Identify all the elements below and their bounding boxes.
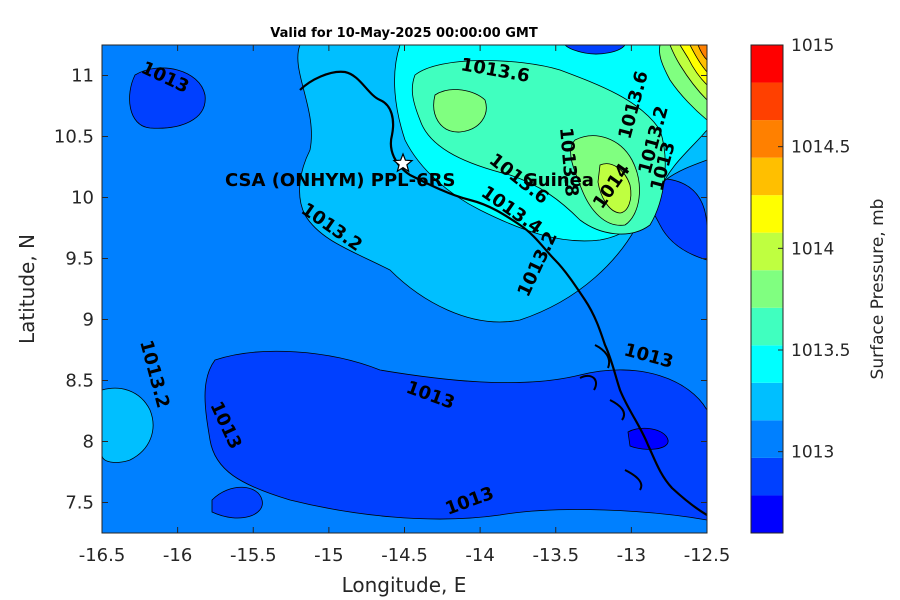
colorbar-swatch xyxy=(751,45,783,83)
y-tick-label: 8 xyxy=(83,432,94,453)
x-tick-label: -13.5 xyxy=(532,545,579,566)
map-title: Valid for 10-May-2025 00:00:00 GMT xyxy=(270,26,538,41)
x-tick-label: -14 xyxy=(465,545,494,566)
y-tick-label: 11 xyxy=(71,66,94,87)
colorbar-swatch xyxy=(751,307,783,346)
colorbar-ticks: 1013 1013.5 1014 1014.5 1015 xyxy=(778,36,850,463)
colorbar-frame xyxy=(750,44,784,534)
x-tick-label: -15.5 xyxy=(230,545,277,566)
x-tick-label: -12.5 xyxy=(684,545,731,566)
station-label: CSA (ONHYM) PPL-6RS xyxy=(225,170,455,191)
colorbar xyxy=(750,44,784,534)
colorbar-tick-label: 1015 xyxy=(791,36,834,56)
star-icon xyxy=(392,152,414,173)
y-axis-label: Latitude, N xyxy=(15,234,39,344)
station-marker xyxy=(392,152,414,173)
pressure-fill-top-cell xyxy=(564,45,626,55)
pressure-fill-1012-8-small xyxy=(211,486,263,519)
pressure-fill-1012-8 xyxy=(204,350,707,521)
y-tick-label: 9.5 xyxy=(65,249,94,270)
x-tick-label: -15 xyxy=(314,545,343,566)
x-tick-label: -14.5 xyxy=(381,545,428,566)
colorbar-tick-label: 1013.5 xyxy=(791,341,850,361)
y-axis-ticks: 7.5 8 8.5 9 9.5 10 10.5 11 xyxy=(54,66,707,514)
y-tick-label: 10.5 xyxy=(54,127,94,148)
colorbar-swatch xyxy=(751,420,783,458)
colorbar-label: Surface Pressure, mb xyxy=(868,199,888,380)
colorbar-swatch xyxy=(751,232,783,271)
country-label: Guinea xyxy=(523,170,594,191)
colorbar-swatch xyxy=(751,270,783,308)
x-tick-label: -16 xyxy=(163,545,192,566)
x-axis-label: Longitude, E xyxy=(342,573,467,597)
colorbar-swatch xyxy=(751,120,783,158)
pressure-fill-1014 xyxy=(597,163,632,214)
colorbar-swatch xyxy=(751,495,783,533)
colorbar-swatch xyxy=(751,382,783,421)
colorbar-swatch xyxy=(751,195,783,233)
pressure-fill-1012-8-northwest xyxy=(129,67,206,129)
y-tick-label: 8.5 xyxy=(65,371,94,392)
y-tick-label: 10 xyxy=(71,188,94,209)
coastline xyxy=(299,70,707,516)
colorbar-swatch xyxy=(751,82,783,121)
pressure-fill-1013-2-west xyxy=(102,387,154,463)
contour-field xyxy=(102,45,707,533)
colorbar-swatch xyxy=(751,345,783,383)
colorbar-tick-label: 1013 xyxy=(791,443,834,463)
colorbar-swatch xyxy=(751,457,783,496)
x-tick-label: -16.5 xyxy=(79,545,126,566)
colorbar-tick-label: 1014 xyxy=(791,239,834,259)
y-tick-label: 9 xyxy=(83,310,94,331)
pressure-fill-1012-7 xyxy=(627,427,669,450)
x-axis-ticks: -16.5 -16 -15.5 -15 -14.5 -14 -13.5 -13 -12.5 xyxy=(79,45,731,566)
coastline-islands xyxy=(579,344,643,491)
colorbar-swatch xyxy=(751,157,783,196)
pressure-fill-ne-5 xyxy=(697,45,707,61)
colorbar-tick-label: 1014.5 xyxy=(791,138,850,158)
pressure-fill-1013-8 xyxy=(433,89,487,133)
x-tick-label: -13 xyxy=(617,545,646,566)
y-tick-label: 7.5 xyxy=(65,493,94,514)
